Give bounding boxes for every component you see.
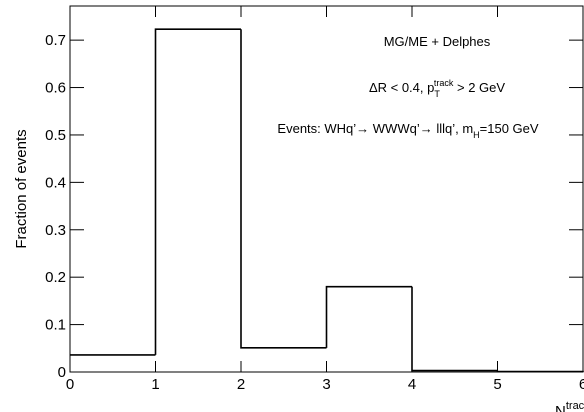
y-tick-label: 0.7 [45,32,66,49]
annotation: Events: WHq’→ WWWq’→ lllq’, mH=150 GeV [277,121,538,140]
y-tick-label: 0 [58,364,66,381]
annotation-part: track [434,78,454,88]
annotation: MG/ME + Delphes [384,34,491,49]
histogram-bin [154,28,241,355]
histogram-bin [325,285,412,348]
annotation-part: > 2 GeV [453,80,505,95]
x-axis-label: Ntracks [555,400,584,412]
x-tick-label: 5 [493,376,501,393]
y-tick-label: 0.6 [45,80,66,97]
x-axis-label-main: N [555,403,566,412]
x-axis-label-sup: tracks [566,400,584,412]
x-tick-label: 0 [66,376,74,393]
histogram-bin [411,286,498,372]
y-tick-label: 0.1 [45,317,66,334]
annotation-part: =150 GeV [480,121,539,136]
annotation-part: ΔR < 0.4, p [369,80,434,95]
y-axis-label: Fraction of events [13,129,30,248]
annotation-part: MG/ME + Delphes [384,34,491,49]
y-tick-label: 0.2 [45,269,66,286]
x-tick-label: 1 [151,376,159,393]
x-tick-label: 4 [408,376,416,393]
annotation-part: Events: WHq’→ WWWq’→ lllq’, m [277,121,473,136]
histogram-bin [496,370,584,373]
y-tick-label: 0.4 [45,174,66,191]
y-tick-label: 0.5 [45,127,66,144]
histogram-bin [240,29,327,349]
y-tick-label: 0.3 [45,222,66,239]
annotation-part: T [434,89,440,99]
annotation-part: H [473,130,480,140]
annotation: ΔR < 0.4, pTtrack > 2 GeV [369,78,505,99]
x-tick-label: 3 [322,376,330,393]
x-tick-label: 6 [579,376,584,393]
x-tick-label: 2 [237,376,245,393]
